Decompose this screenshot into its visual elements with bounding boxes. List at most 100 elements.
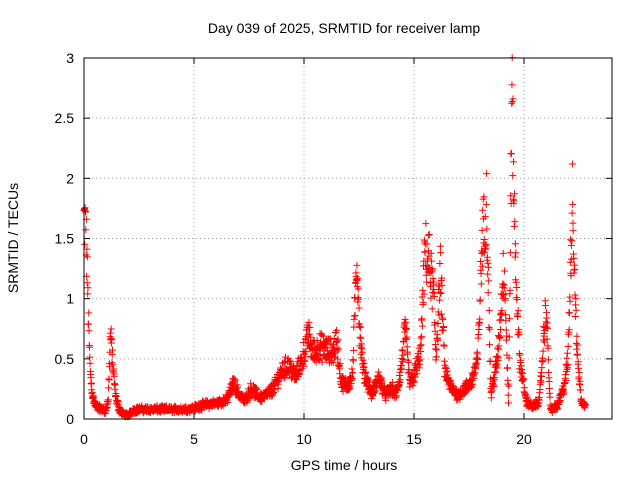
data-point bbox=[474, 355, 482, 363]
data-point bbox=[442, 368, 450, 376]
data-point bbox=[82, 208, 90, 216]
data-point bbox=[429, 288, 437, 296]
data-point bbox=[499, 249, 507, 257]
data-point bbox=[577, 386, 585, 394]
x-tick-label: 20 bbox=[516, 431, 532, 447]
data-point bbox=[403, 343, 411, 351]
data-point bbox=[434, 336, 442, 344]
data-point bbox=[82, 226, 90, 234]
data-point bbox=[515, 328, 523, 336]
y-tick-label: 3 bbox=[66, 50, 74, 66]
data-point bbox=[570, 254, 578, 262]
data-point bbox=[417, 316, 425, 324]
data-point bbox=[542, 323, 550, 331]
data-point bbox=[478, 262, 486, 270]
data-point bbox=[87, 379, 95, 387]
data-point bbox=[270, 388, 278, 396]
data-point bbox=[402, 318, 410, 326]
data-point bbox=[432, 345, 440, 353]
data-point bbox=[436, 288, 444, 296]
data-point bbox=[270, 386, 278, 394]
data-point bbox=[436, 296, 444, 304]
x-tick-label: 5 bbox=[190, 431, 198, 447]
data-point bbox=[543, 314, 551, 322]
data-point bbox=[399, 356, 407, 364]
data-point bbox=[538, 364, 546, 372]
data-point bbox=[511, 218, 519, 226]
data-point bbox=[485, 323, 493, 331]
data-point bbox=[503, 364, 511, 372]
data-point bbox=[512, 249, 520, 257]
data-point bbox=[335, 345, 343, 353]
data-point bbox=[475, 325, 483, 333]
data-point bbox=[83, 245, 91, 253]
data-point bbox=[316, 352, 324, 360]
data-point bbox=[439, 316, 447, 324]
data-point bbox=[485, 277, 493, 285]
data-point bbox=[382, 396, 390, 404]
data-point bbox=[87, 374, 95, 382]
data-point bbox=[539, 347, 547, 355]
data-point bbox=[440, 357, 448, 365]
data-point bbox=[490, 382, 498, 390]
data-point bbox=[514, 313, 522, 321]
data-point bbox=[574, 341, 582, 349]
data-point bbox=[318, 331, 326, 339]
axis-ticks bbox=[83, 57, 612, 420]
data-point bbox=[336, 360, 344, 368]
data-point bbox=[112, 392, 120, 400]
data-point bbox=[107, 325, 115, 333]
data-point bbox=[484, 263, 492, 271]
data-point bbox=[402, 325, 410, 333]
data-point bbox=[437, 289, 445, 297]
data-point bbox=[109, 361, 117, 369]
data-point bbox=[566, 258, 574, 266]
data-point bbox=[496, 310, 504, 318]
data-point bbox=[456, 395, 464, 403]
data-point bbox=[477, 280, 485, 288]
data-point bbox=[556, 397, 564, 405]
data-point bbox=[421, 248, 429, 256]
data-point bbox=[555, 398, 563, 406]
data-point bbox=[468, 383, 476, 391]
data-point bbox=[356, 323, 364, 331]
data-point bbox=[497, 326, 505, 334]
data-point bbox=[436, 242, 444, 250]
data-point bbox=[395, 381, 403, 389]
x-tick-labels: 0 5 10 15 20 bbox=[80, 431, 532, 447]
data-point bbox=[436, 259, 444, 267]
data-point bbox=[574, 358, 582, 366]
data-point bbox=[572, 295, 580, 303]
data-point bbox=[410, 378, 418, 386]
data-point bbox=[345, 384, 353, 392]
data-point bbox=[571, 312, 579, 320]
data-point bbox=[538, 373, 546, 381]
data-point bbox=[505, 354, 513, 362]
data-point bbox=[571, 291, 579, 299]
data-point bbox=[86, 343, 94, 351]
data-point bbox=[491, 376, 499, 384]
data-point bbox=[269, 389, 277, 397]
data-point bbox=[480, 236, 488, 244]
data-point bbox=[496, 334, 504, 342]
data-point bbox=[301, 357, 309, 365]
data-point bbox=[428, 266, 436, 274]
data-point bbox=[500, 284, 508, 292]
data-point bbox=[497, 316, 505, 324]
data-point bbox=[333, 326, 341, 334]
data-point bbox=[507, 192, 515, 200]
data-point bbox=[427, 249, 435, 257]
data-point bbox=[486, 341, 494, 349]
x-tick-label: 15 bbox=[406, 431, 422, 447]
data-point bbox=[440, 323, 448, 331]
data-point bbox=[483, 170, 491, 178]
data-point bbox=[398, 346, 406, 354]
y-tick-label: 1 bbox=[66, 291, 74, 307]
data-point bbox=[568, 160, 576, 168]
data-point bbox=[562, 371, 570, 379]
data-point bbox=[107, 335, 115, 343]
grid-lines bbox=[84, 58, 612, 419]
data-point bbox=[519, 369, 527, 377]
data-point bbox=[540, 332, 548, 340]
data-point bbox=[333, 347, 341, 355]
